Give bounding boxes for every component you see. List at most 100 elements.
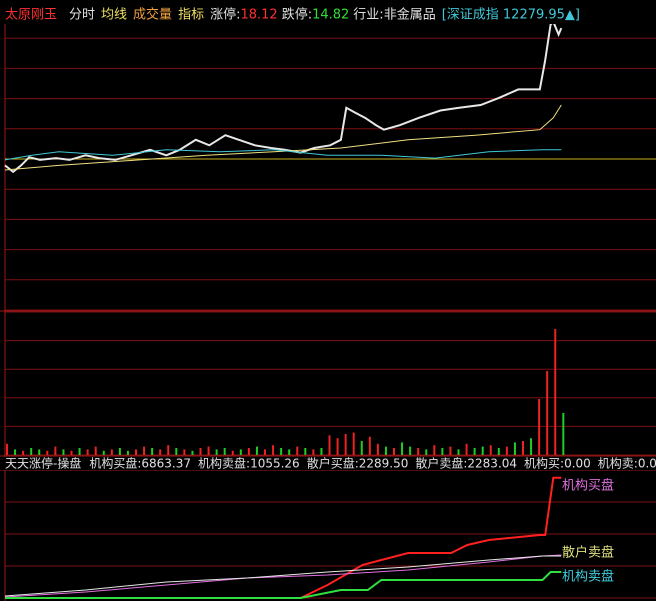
volume-bar [457,449,460,455]
volume-bar [38,449,41,455]
volume-bar [449,446,452,455]
volume-bar [231,450,234,455]
volume-bar [409,446,412,455]
volume-bar [151,448,154,455]
volume-bar [320,448,323,455]
indicator-text: 散户卖盘: [415,456,467,471]
volume-bar [433,445,436,455]
volume-bar [6,443,8,455]
tab: 成交量 [133,7,172,23]
volume-bar [247,448,250,455]
tab: 均线 [101,8,127,23]
volume-bar [384,446,387,455]
line-label: 散户卖盘 [562,545,614,561]
line-label: 机构卖盘 [562,569,614,585]
indicator-text: 2289.50 [359,457,409,471]
volume-bar [207,446,210,455]
indicator-bg [0,457,656,470]
volume-bar [530,438,533,455]
label: 跌停: [282,7,312,23]
volume-bar [312,449,315,455]
volume-bar [46,450,49,455]
volume-bar [175,448,178,455]
volume-bar [368,436,371,455]
volume-bar [223,448,226,455]
volume-bar [522,441,524,455]
volume-bar [417,448,420,455]
series-line [4,555,562,597]
volume-bar [441,448,444,455]
volume-bar [191,450,194,455]
indicator-text: 1055.26 [250,457,300,471]
volume-bar [135,449,137,455]
indicator-text: 天天涨停-操盘 [5,456,81,471]
volume-bar [14,449,17,455]
volume-bar [473,448,476,455]
volume-bar [126,450,129,455]
volume-bar [344,434,347,455]
volume-bar [296,446,299,455]
volume-bar [352,432,355,455]
volume-bar [239,449,242,455]
volume-bar [546,371,549,455]
series-line [5,571,562,599]
series-line [4,149,562,161]
limit-up: 18.12 [240,8,277,23]
indicator-text: 机构卖: [598,456,638,471]
indicator-text: 0.00 [638,457,656,471]
volume-bar [255,446,258,455]
indicator-text: 6863.37 [141,457,191,471]
volume-bar [78,448,81,455]
volume-bar [264,449,266,455]
volume-bar [62,449,65,455]
volume-bar [554,329,557,455]
volume-bar [159,449,162,455]
volume-bar [562,413,565,455]
volume-bar [215,449,218,455]
indicator-text: 散户买盘: [307,456,359,471]
volume-bar [425,449,428,455]
volume-bar [70,450,73,455]
series-line [4,554,562,598]
line-label: 机构买盘 [562,478,614,494]
volume-bar [360,441,363,455]
series-line [5,476,562,599]
volume-bar [110,449,113,455]
indicator-text: 0.00 [564,457,591,471]
tab: 指标 [178,8,204,23]
volume-bar [489,445,492,455]
volume-bar [538,399,541,455]
volume-bar [288,449,291,455]
volume-bar [86,449,89,455]
volume-bar [54,446,57,455]
volume-bar [94,446,97,455]
volume-bar [143,446,146,455]
label: 行业: [353,8,383,23]
indicator-text: 机构买盘: [89,456,141,471]
volume-bar [497,448,500,455]
indicator-text: 机构卖盘: [198,456,250,471]
volume-bar [118,448,121,455]
volume-bar [22,450,25,455]
volume-bar [280,448,283,455]
volume-bar [272,445,275,455]
series-line [4,104,562,171]
volume-bar [199,448,202,455]
volume-bar [328,435,331,455]
volume-bar [376,443,379,455]
volume-bar [183,449,186,455]
indicator-text: 2283.04 [467,457,517,471]
tab: 分时 [69,8,95,23]
volume-bar [401,442,404,455]
limit-down: 14.82 [312,8,349,23]
volume-bar [336,438,339,455]
label: 涨停: [210,7,240,23]
volume-bar [465,443,468,455]
volume-bar [393,448,395,455]
volume-bar [167,445,170,455]
volume-bar [304,448,307,455]
header-bg [0,0,656,24]
